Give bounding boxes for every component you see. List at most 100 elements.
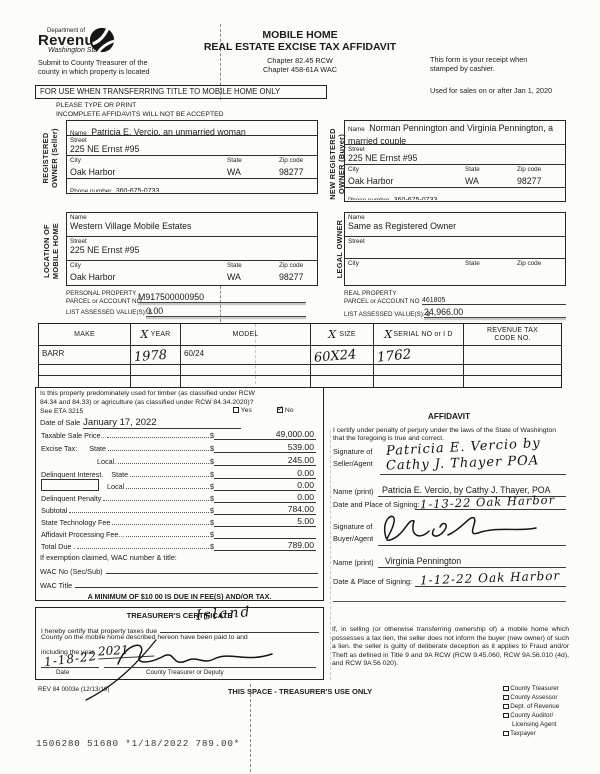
handwritten-x-mark: X xyxy=(140,327,149,341)
tax-line: Local $0.00 xyxy=(41,479,316,491)
seller-city-row: City State Zip code Oak Harbor WA 98277 xyxy=(67,156,317,179)
fold-line xyxy=(255,324,256,384)
yes-checkbox-icon xyxy=(233,407,239,413)
treasurer-signature-label: County Treasurer or Deputy xyxy=(146,669,224,676)
real-property-label: REAL PROPERTY PARCEL or ACCOUNT NO xyxy=(344,290,420,305)
routing-checkbox-icon xyxy=(503,712,509,718)
street-label: Street xyxy=(70,238,87,245)
routing-checkbox-icon xyxy=(503,730,509,736)
personal-assessed-value: 0.00 xyxy=(146,306,306,317)
tax-line: Delinquent Interest. State $0.00 xyxy=(41,468,316,479)
zip-label: Zip code xyxy=(517,166,542,173)
legal-owner-side-label: LEGAL OWNER xyxy=(335,219,344,279)
buyer-zip-value: 98277 xyxy=(517,176,542,186)
mobile-home-table: MAKE X YEAR MODEL X SIZE X SERIAL NO or … xyxy=(38,323,562,388)
legal-street-row: Street xyxy=(345,237,565,259)
year-value: 1978 xyxy=(131,346,181,364)
seller-street-value: 225 NE Ernst #95 xyxy=(70,144,140,154)
buyer-date-place-value: 1-12-22 Oak Harbor xyxy=(419,568,561,588)
buyer-phone-row: Phone number 360-675-0733 xyxy=(345,188,565,200)
buyer-signature-line xyxy=(378,545,566,546)
buyer-box: Name Norman Pennington and Virginia Penn… xyxy=(344,120,566,202)
wac-no-label: WAC No (Sec/Sub) xyxy=(40,567,103,576)
seller-street-row: Street 225 NE Ernst #95 xyxy=(67,136,317,156)
date-signature-line xyxy=(41,667,99,668)
table-empty-row xyxy=(39,365,561,376)
minimum-fee-note: A MINIMUM OF $10 00 IS DUE IN FEE(S) AND… xyxy=(87,592,272,601)
dor-logo: Department of Revenue Washington State xyxy=(38,28,148,54)
city-label: City xyxy=(70,262,81,269)
treasurer-body-line2: County on the mobile home described here… xyxy=(41,634,248,641)
wac-title-label: WAC Title xyxy=(40,581,73,590)
col-model: MODEL xyxy=(181,324,311,345)
fold-line xyxy=(250,684,251,772)
use-banner: FOR USE WHEN TRANSFERRING TITLE TO MOBIL… xyxy=(35,85,327,99)
date-of-sale-row: Date of Sale January 17, 2022 xyxy=(40,417,318,429)
city-label: City xyxy=(348,166,359,173)
tax-line: Taxable Sale Price.. $49,000.00 xyxy=(41,429,316,440)
treasurer-signature-line xyxy=(104,667,316,668)
buyer-signature xyxy=(383,515,537,542)
state-label: State xyxy=(227,157,242,164)
buyer-state-value: WA xyxy=(465,176,479,186)
location-street-value: 225 NE Ernst #95 xyxy=(70,245,140,255)
signature-of-label: Signature of xyxy=(333,522,373,531)
location-box: Name Western Village Mobile Estates Stre… xyxy=(66,212,318,286)
buyer-date-place-label: Date & Place of Signing: xyxy=(333,577,413,586)
phone-label: Phone number xyxy=(70,188,112,192)
used-note: Used for sales on or after Jan 1, 2020 xyxy=(430,86,553,95)
tax-computation-box: Is this property predominately used for … xyxy=(35,387,324,601)
seller-agent-label: Seller/Agent xyxy=(333,459,373,468)
county-blank xyxy=(160,625,319,633)
seller-city-value: Oak Harbor xyxy=(70,167,116,177)
treasurer-signature xyxy=(85,639,273,701)
legal-city-row: City State Zip code xyxy=(345,259,565,283)
col-size: X SIZE xyxy=(311,324,374,345)
tax-line: Affidavit Processing Fee... $ xyxy=(41,527,316,539)
receipt-note: This form is your receipt when stamped b… xyxy=(430,55,528,73)
treasurer-space-note: THIS SPACE - TREASURER'S USE ONLY xyxy=(227,687,373,696)
seller-phone-value: 360-675-0733 xyxy=(115,188,160,192)
name-print-label: Name (print) xyxy=(333,558,374,567)
state-label: State xyxy=(465,166,480,173)
cashier-stamp: 1506280 51680 *1/18/2022 789.00* xyxy=(36,738,241,749)
no-checkbox-icon: ✓ xyxy=(277,404,284,413)
form-title: MOBILE HOME REAL ESTATE EXCISE TAX AFFID… xyxy=(150,29,450,74)
col-serial: X SERIAL NO or I D xyxy=(374,324,464,345)
routing-item-continuation: Licensing Agent xyxy=(512,721,557,728)
wac-title-row: WAC Title xyxy=(40,579,318,590)
handwritten-x-mark: X xyxy=(328,327,337,341)
routing-item: County Treasurer xyxy=(503,684,559,693)
real-assessed-label: LIST ASSESSED VALUE(S): $ xyxy=(344,311,430,318)
buyer-city-row: City State Zip code Oak Harbor WA 98277 xyxy=(345,165,565,188)
name-label: Name xyxy=(70,130,87,136)
buyer-city-value: Oak Harbor xyxy=(348,176,394,186)
buyer-phone-value: 360-675-0733 xyxy=(394,197,438,200)
location-name-row: Name Western Village Mobile Estates xyxy=(67,213,317,237)
location-city-value: Oak Harbor xyxy=(70,272,116,282)
zip-label: Zip code xyxy=(517,260,542,267)
tax-line: Delinquent Penalty $0.00 xyxy=(41,492,316,503)
print-note-1: PLEASE TYPE OR PRINT xyxy=(56,102,137,109)
buyer-street-value: 225 NE Ernst #95 xyxy=(348,153,418,163)
wac-no-row: WAC No (Sec/Sub) xyxy=(40,565,318,576)
affidavit-title: AFFIDAVIT xyxy=(427,412,471,421)
make-value: BARR xyxy=(39,346,131,364)
seller-box: Name Patricia E. Vercio, an unmarried wo… xyxy=(66,120,318,194)
legal-name-row: Name Same as Registered Owner xyxy=(345,213,565,237)
personal-property-label: PERSONAL PROPERTY PARCEL or ACCOUNT NO. xyxy=(66,290,144,305)
personal-assessed-label: LIST ASSESSED VALUE(S): $ xyxy=(66,309,152,316)
dor-swirl-icon xyxy=(89,27,115,53)
col-year: X YEAR xyxy=(131,324,181,345)
seller-zip-value: 98277 xyxy=(279,167,304,177)
fold-line xyxy=(330,430,331,680)
routing-checkbox-list: County Treasurer County Assessor Dept. o… xyxy=(503,684,559,738)
buyer-name-value: Norman Pennington and Virginia Penningto… xyxy=(348,123,553,145)
zip-label: Zip code xyxy=(279,157,304,164)
buyer-name-row: Name Norman Pennington and Virginia Penn… xyxy=(345,121,565,145)
revenue-code-value xyxy=(464,346,561,364)
tax-lien-warning: If, in selling (or otherwise transferrin… xyxy=(332,626,569,668)
street-label: Street xyxy=(70,137,87,144)
real-assessed-value: 24,966.00 xyxy=(424,307,566,318)
